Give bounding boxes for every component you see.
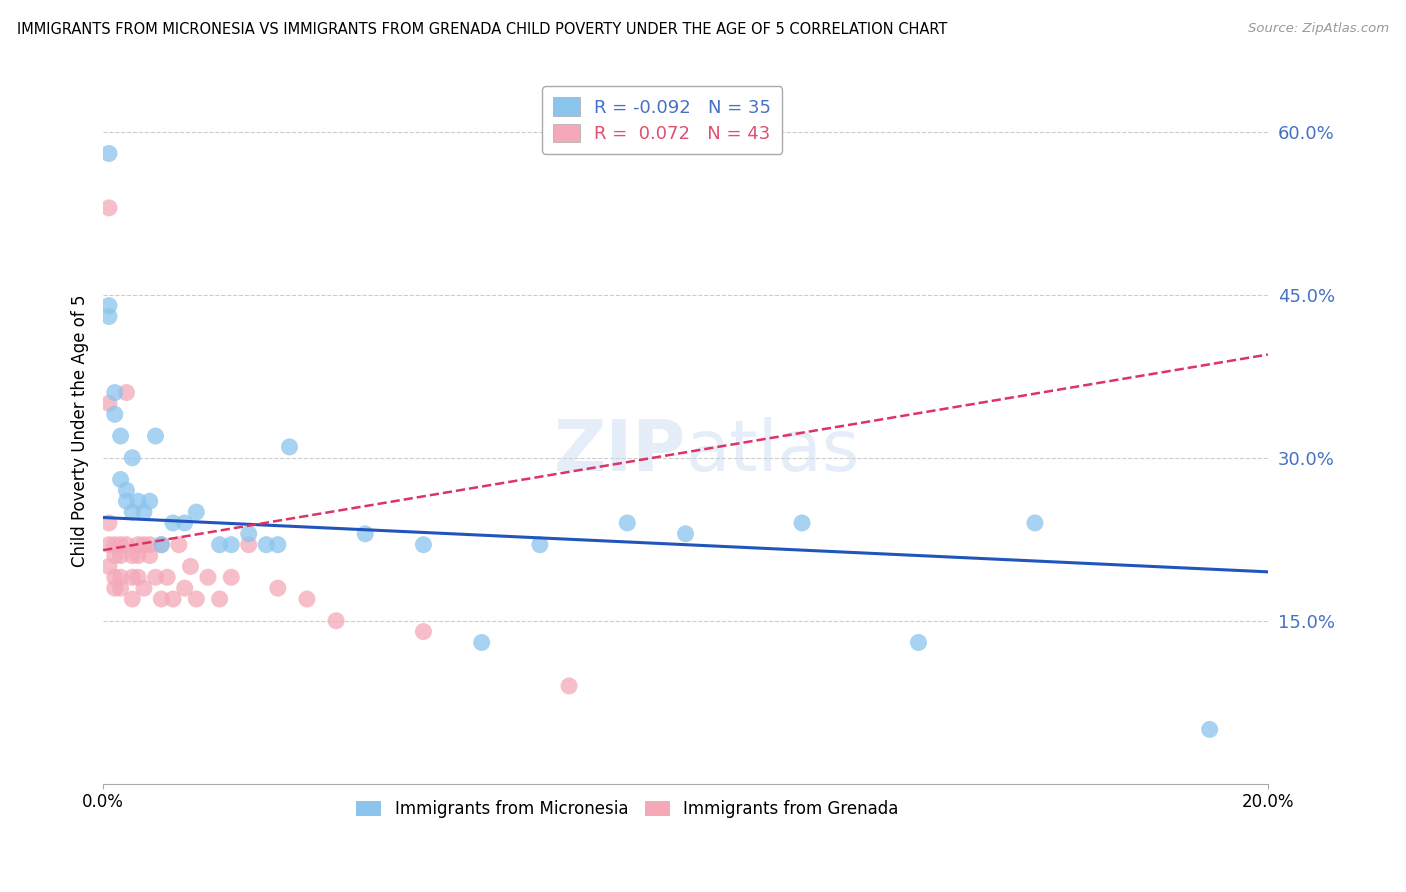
- Point: [219, 538, 242, 552]
- Point: [97, 538, 120, 552]
- Point: [121, 549, 143, 563]
- Point: [616, 516, 638, 530]
- Point: [121, 570, 143, 584]
- Y-axis label: Child Poverty Under the Age of 5: Child Poverty Under the Age of 5: [72, 294, 89, 566]
- Point: [115, 483, 138, 498]
- Point: [97, 396, 120, 410]
- Point: [186, 505, 208, 519]
- Point: [110, 549, 132, 563]
- Point: [138, 538, 160, 552]
- Point: [325, 614, 347, 628]
- Text: ZIP: ZIP: [554, 417, 686, 486]
- Point: [138, 549, 160, 563]
- Point: [110, 473, 132, 487]
- Point: [790, 516, 813, 530]
- Point: [145, 429, 167, 443]
- Point: [132, 505, 155, 519]
- Point: [1198, 723, 1220, 737]
- Point: [132, 581, 155, 595]
- Point: [354, 526, 377, 541]
- Point: [104, 570, 127, 584]
- Point: [104, 385, 127, 400]
- Point: [412, 538, 434, 552]
- Point: [558, 679, 581, 693]
- Point: [197, 570, 219, 584]
- Point: [115, 385, 138, 400]
- Point: [121, 505, 143, 519]
- Point: [173, 516, 195, 530]
- Point: [173, 581, 195, 595]
- Point: [138, 494, 160, 508]
- Point: [97, 299, 120, 313]
- Point: [104, 549, 127, 563]
- Point: [267, 538, 290, 552]
- Point: [110, 538, 132, 552]
- Point: [208, 538, 231, 552]
- Point: [127, 538, 149, 552]
- Point: [121, 450, 143, 465]
- Point: [150, 538, 173, 552]
- Point: [267, 581, 290, 595]
- Legend: Immigrants from Micronesia, Immigrants from Grenada: Immigrants from Micronesia, Immigrants f…: [350, 794, 905, 825]
- Point: [186, 592, 208, 607]
- Point: [97, 310, 120, 324]
- Point: [219, 570, 242, 584]
- Point: [97, 201, 120, 215]
- Point: [104, 538, 127, 552]
- Point: [238, 538, 260, 552]
- Point: [238, 526, 260, 541]
- Point: [150, 538, 173, 552]
- Point: [167, 538, 190, 552]
- Text: Source: ZipAtlas.com: Source: ZipAtlas.com: [1249, 22, 1389, 36]
- Point: [471, 635, 494, 649]
- Point: [115, 538, 138, 552]
- Point: [110, 581, 132, 595]
- Point: [104, 407, 127, 421]
- Text: atlas: atlas: [686, 417, 860, 486]
- Point: [97, 559, 120, 574]
- Point: [127, 570, 149, 584]
- Point: [132, 538, 155, 552]
- Point: [162, 592, 184, 607]
- Point: [110, 429, 132, 443]
- Point: [529, 538, 551, 552]
- Point: [208, 592, 231, 607]
- Point: [115, 494, 138, 508]
- Point: [97, 146, 120, 161]
- Point: [1024, 516, 1046, 530]
- Point: [295, 592, 318, 607]
- Point: [907, 635, 929, 649]
- Point: [162, 516, 184, 530]
- Point: [104, 581, 127, 595]
- Point: [278, 440, 301, 454]
- Point: [254, 538, 277, 552]
- Point: [145, 570, 167, 584]
- Point: [127, 494, 149, 508]
- Point: [156, 570, 179, 584]
- Point: [675, 526, 697, 541]
- Text: IMMIGRANTS FROM MICRONESIA VS IMMIGRANTS FROM GRENADA CHILD POVERTY UNDER THE AG: IMMIGRANTS FROM MICRONESIA VS IMMIGRANTS…: [17, 22, 948, 37]
- Point: [150, 592, 173, 607]
- Point: [97, 516, 120, 530]
- Point: [412, 624, 434, 639]
- Point: [127, 549, 149, 563]
- Point: [110, 570, 132, 584]
- Point: [179, 559, 201, 574]
- Point: [121, 592, 143, 607]
